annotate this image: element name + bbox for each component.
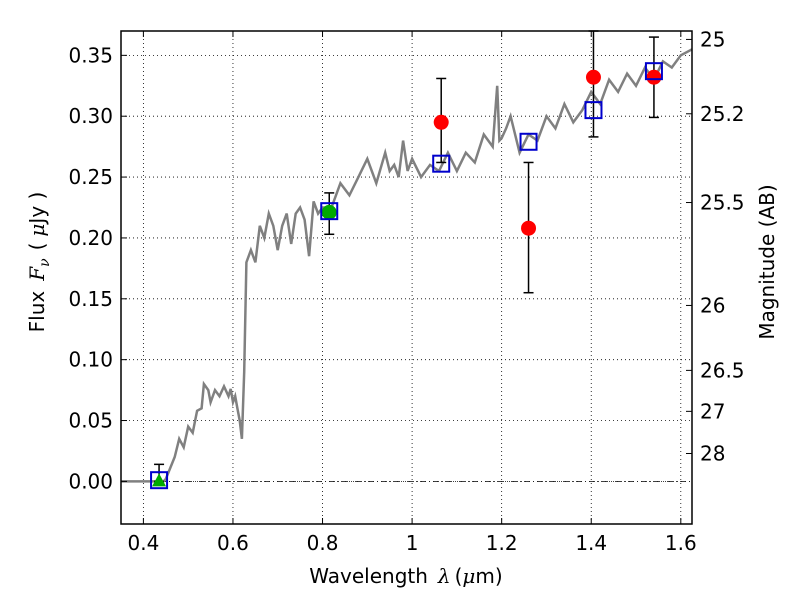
x-tick-label: 1.6 <box>665 531 697 555</box>
observed-flux-point-green <box>321 204 337 220</box>
model-photometry-square <box>644 62 663 81</box>
magnitude-tick-label: 25.5 <box>700 191 745 215</box>
magnitude-tick-label: 25.2 <box>700 102 745 126</box>
y-axis-ticks: 0.00 0.05 0.10 0.15 0.20 0.25 0.30 0.35 <box>68 43 127 493</box>
x-axis-label: Wavelength λ (μm) <box>309 564 502 588</box>
model-spectrum-line <box>121 48 692 486</box>
model-photometry-square <box>519 132 538 151</box>
magnitude-tick-label: 28 <box>700 442 725 466</box>
magnitude-tick-label: 26.5 <box>700 358 745 382</box>
magnitude-tick-label: 25 <box>700 27 725 51</box>
observed-flux-point <box>521 220 537 236</box>
y-tick-label: 0.20 <box>68 226 113 250</box>
x-tick-label: 0.4 <box>127 531 159 555</box>
y-tick-label: 0.10 <box>68 348 113 372</box>
error-bars <box>154 30 659 483</box>
y-axis-label: FluxFν(μJy ) <box>25 192 53 333</box>
y-tick-label: 0.30 <box>68 104 113 128</box>
model-photometry-square <box>584 101 603 120</box>
plot-frame <box>120 30 693 525</box>
model-photometry-square <box>432 154 451 173</box>
x-tick-label: 0.6 <box>217 531 249 555</box>
x-tick-label: 0.8 <box>307 531 339 555</box>
model-photometry-square <box>320 202 339 221</box>
y-tick-label: 0.00 <box>68 469 113 493</box>
magnitude-tick-label: 26 <box>700 293 725 317</box>
x-tick-label: 1 <box>406 531 419 555</box>
magnitude-axis-label: Magnitude (AB) <box>755 184 779 339</box>
observed-flux-point <box>646 69 662 85</box>
y-tick-label: 0.15 <box>68 287 113 311</box>
y-tick-label: 0.05 <box>68 409 113 433</box>
magnitude-tick-label: 27 <box>700 399 725 423</box>
x-axis-ticks: 0.4 0.6 0.8 1 1.2 1.4 1.6 <box>127 31 697 555</box>
y-tick-label: 0.35 <box>68 43 113 67</box>
observed-flux-point <box>433 114 449 130</box>
observed-flux-point <box>585 69 601 85</box>
model-photometry-square <box>150 471 169 490</box>
x-tick-label: 1.4 <box>575 531 607 555</box>
x-tick-label: 1.2 <box>486 531 518 555</box>
upper-limit-triangle <box>152 473 167 487</box>
magnitude-axis-ticks: 25 25.2 25.5 26 26.5 27 28 <box>686 27 745 466</box>
grid-lines <box>121 31 692 524</box>
y-tick-label: 0.25 <box>68 165 113 189</box>
data-markers <box>150 62 663 490</box>
